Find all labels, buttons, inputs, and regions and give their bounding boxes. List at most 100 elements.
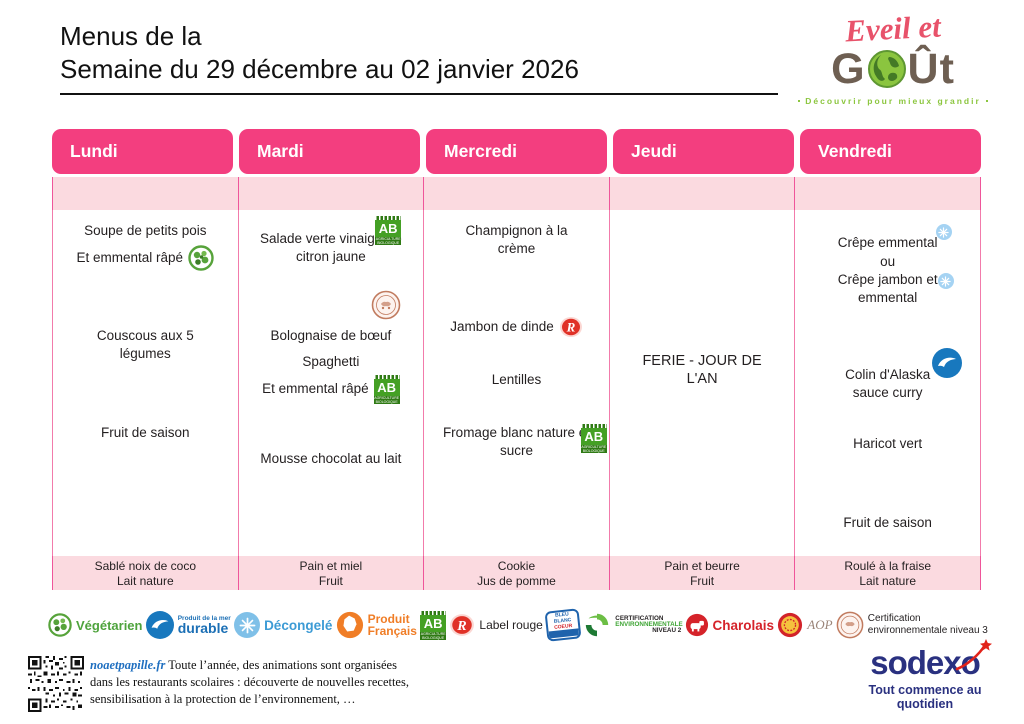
env3-stamp-icon [836, 611, 864, 639]
legend-charolais: Charolais [685, 613, 775, 637]
snack-item: Roulé à la fraise [844, 559, 932, 573]
logo-tagline: Découvrir pour mieux grandir [798, 96, 988, 106]
day-header-mardi: Mardi [239, 129, 420, 174]
legend-label: ENVIRONNEMENTALE [615, 620, 683, 628]
legend-produit-francais: Produit Français [336, 611, 417, 639]
cert-env-2-icon [583, 611, 611, 639]
page-title: Menus de la Semaine du 29 décembre au 02… [60, 20, 780, 86]
sodexo-wordmark: sodexo [843, 639, 1007, 681]
title-line-2: Semaine du 29 décembre au 02 janvier 202… [60, 54, 579, 84]
bleu-blanc-coeur-icon: BLEU BLANC COEUR [544, 608, 582, 642]
legend-label: CERTIFICATION [615, 614, 664, 622]
day-header-mercredi: Mercredi [426, 129, 607, 174]
legend-row: Végétarien Produit de la mer durable [48, 602, 988, 648]
empty-cell [424, 177, 610, 210]
menu-item-label: Colin d'Alaska sauce curry [845, 367, 931, 400]
tagline-text: Découvrir pour mieux grandir [805, 96, 981, 106]
snack-item: Lait nature [859, 574, 917, 588]
snowflake-icon [935, 224, 952, 240]
snack-cell-lundi: Sablé noix de coco Lait nature [53, 556, 239, 590]
legend-label: Français [367, 624, 417, 638]
holiday-label: FERIE - JOUR DE L'AN [642, 353, 762, 387]
sustainable-fish-icon [931, 348, 962, 378]
menu-item: Fruit de saison [101, 425, 190, 440]
legend-ab-bio: AB AGRICULTURE BIOLOGIQUE [420, 610, 447, 640]
menu-item: Crêpe emmental [801, 224, 974, 252]
snack-item: Jus de pomme [477, 574, 556, 588]
legend-label: Charolais [712, 617, 775, 633]
noaetpapille-link[interactable]: noaetpapille.fr [90, 658, 166, 672]
snack-item: Pain et beurre [664, 559, 740, 573]
sodexo-star-icon [953, 639, 993, 680]
legend-decongele: Décongelé [234, 612, 332, 638]
legend-cert-env-2: CERTIFICATION ENVIRONNEMENTALE NIVEAU 2 [583, 611, 683, 639]
legend-label: Label rouge [479, 618, 543, 632]
menu-column-jeudi: FERIE - JOUR DE L'AN [610, 210, 796, 556]
globe-icon [867, 49, 907, 89]
empty-cell [239, 177, 425, 210]
ab-bio-icon: AB AGRICULTURE BIOLOGIQUE [375, 216, 402, 245]
aop-seal-icon [777, 612, 803, 638]
empty-band [52, 177, 981, 210]
menu-grid: Soupe de petits pois Et emmental râpé Co… [52, 210, 981, 556]
logo-letters-ut: Ût [907, 45, 955, 93]
france-map-icon [336, 611, 364, 639]
legend-aop: AOP [777, 612, 833, 638]
empty-cell [53, 177, 239, 210]
menu-column-lundi: Soupe de petits pois Et emmental râpé Co… [53, 210, 239, 556]
vegetarian-icon [188, 245, 214, 271]
menu-item: Colin d'Alaska sauce curry [801, 366, 974, 402]
env3-stamp-icon [371, 290, 401, 320]
footer-line-3: sensibilisation à la protection de l’env… [90, 692, 356, 706]
cow-icon [685, 613, 709, 637]
snack-cell-mardi: Pain et miel Fruit [239, 556, 425, 590]
menu-item: Champignon à la crème [430, 222, 603, 258]
vegetarian-icon [48, 613, 72, 637]
day-header-vendredi: Vendredi [800, 129, 981, 174]
menu-item: FERIE - JOUR DE L'AN [616, 352, 789, 388]
legend-label: NIVEAU 2 [652, 627, 682, 635]
legend-label-rouge: R Label rouge [449, 613, 543, 637]
title-line-1: Menus de la [60, 21, 202, 51]
legend-vegetarien: Végétarien [48, 613, 142, 637]
legend-cert-env-3: Certification environnementale niveau 3 [836, 611, 988, 639]
menu-item-label: Salade verte vinaigrette citron jaune [259, 231, 402, 264]
title-underline [60, 93, 778, 95]
snowflake-icon [937, 273, 954, 289]
snack-cell-jeudi: Pain et beurre Fruit [610, 556, 796, 590]
day-header-jeudi: Jeudi [613, 129, 794, 174]
tagline-dash-right [985, 100, 988, 102]
menu-item: ou [880, 254, 896, 269]
menu-item: Haricot vert [853, 436, 923, 451]
snack-item: Fruit [318, 574, 343, 588]
menu-item: Fromage blanc nature et sucre AB AGRICUL… [430, 424, 607, 460]
menu-item: Bolognaise de bœuf [270, 328, 392, 343]
menu-item-label: Et emmental râpé [76, 250, 184, 265]
menu-column-vendredi: Crêpe emmental ou Crêpe jambon et [795, 210, 981, 556]
footer-note: noaetpapille.fr Toute l’année, des anima… [90, 657, 420, 708]
menu-item: Spaghetti [302, 354, 360, 369]
menu-column-mardi: Salade verte vinaigrette citron jaune AB… [239, 210, 425, 556]
menu-column-mercredi: Champignon à la crème Jambon de dinde R … [424, 210, 610, 556]
menu-item: Soupe de petits pois [84, 223, 207, 238]
legend-label: Certification [867, 613, 921, 624]
snack-item: Lait nature [116, 574, 174, 588]
footer-line-2: dans les restaurants scolaires : découve… [90, 675, 409, 689]
footer-line-1: Toute l’année, des animations sont organ… [165, 658, 397, 672]
menu-item-label: Crêpe emmental [837, 235, 938, 250]
menu-item-label: Couscous aux 5 légumes [96, 328, 194, 361]
menu-item: Jambon de dinde R [430, 315, 603, 339]
label-rouge-icon: R [559, 316, 583, 338]
sodexo-tagline: Tout commence au quotidien [868, 683, 982, 711]
menu-item: Et emmental râpé [59, 232, 232, 284]
logo-main-text: G Ût [798, 46, 988, 92]
menu-item-label: Fromage blanc nature et sucre [442, 425, 591, 458]
menu-item: Mousse chocolat au lait [260, 451, 402, 466]
sustainable-fish-icon [145, 611, 174, 639]
snack-item: Sablé noix de coco [94, 559, 196, 573]
snack-item: Pain et miel [299, 559, 363, 573]
tagline-dash-left [798, 100, 801, 102]
menu-item: Et emmental râpé AB AGRICULTURE BIOLOGIQU… [245, 374, 418, 404]
svg-text:R: R [565, 320, 575, 335]
